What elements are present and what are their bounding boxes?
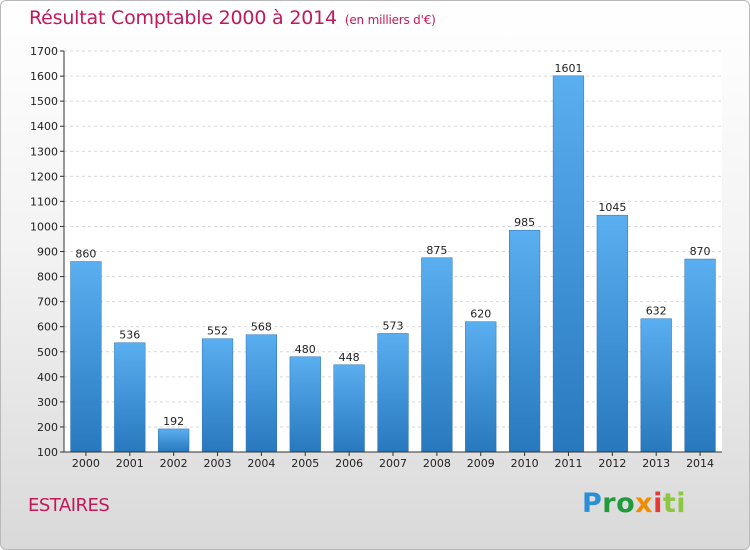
y-axis: 100 200 300 400 500 600 700 800 900 1000 1100 1200 1… (30, 45, 64, 459)
bar (114, 342, 146, 453)
bar (640, 318, 672, 453)
data-label: 192 (163, 415, 184, 428)
data-label: 620 (470, 308, 491, 321)
y-tick-label: 200 (37, 421, 58, 434)
bar (596, 214, 628, 453)
chart-title: Résultat Comptable 2000 à 2014 (en millie… (29, 7, 436, 29)
bar (552, 75, 585, 453)
y-tick-label: 300 (37, 396, 58, 409)
bar (377, 333, 409, 453)
y-tick-label: 1200 (30, 170, 58, 183)
data-label: 552 (207, 325, 228, 338)
x-tick-label: 2008 (423, 457, 451, 470)
x-tick-label: 2003 (204, 457, 232, 470)
x-tick-label: 2014 (686, 457, 714, 470)
bar (684, 258, 716, 453)
bar (201, 338, 234, 453)
x-tick-label: 2006 (335, 457, 363, 470)
x-tick-label: 2002 (160, 457, 188, 470)
data-label: 875 (426, 244, 447, 257)
data-label: 536 (119, 329, 140, 342)
y-tick-label: 1000 (30, 220, 58, 233)
bar (333, 364, 365, 453)
data-label: 632 (646, 305, 667, 318)
logo-part: i (653, 488, 663, 519)
logo-part: ro (602, 488, 636, 519)
y-tick-label: 700 (37, 296, 58, 309)
data-label: 573 (383, 319, 404, 332)
data-label: 870 (690, 245, 711, 258)
y-tick-label: 1700 (30, 45, 58, 58)
y-tick-label: 1300 (30, 145, 58, 158)
y-tick-label: 1600 (30, 70, 58, 83)
data-label: 1601 (554, 62, 582, 75)
proxiti-logo: Proxiti (582, 488, 686, 519)
x-tick-label: 2009 (467, 457, 495, 470)
data-label: 480 (295, 343, 316, 356)
data-label: 985 (514, 216, 535, 229)
y-tick-label: 100 (37, 446, 58, 459)
bar (70, 261, 102, 453)
x-tick-label: 2001 (116, 457, 144, 470)
y-tick-label: 500 (37, 346, 58, 359)
x-tick-label: 2007 (379, 457, 407, 470)
logo-part: ti (662, 488, 687, 519)
y-tick-label: 1100 (30, 195, 58, 208)
bar (508, 229, 541, 453)
chart-title-text: Résultat Comptable 2000 à 2014 (29, 7, 337, 29)
bar (245, 334, 278, 453)
location-label: ESTAIRES (28, 495, 110, 516)
bar (158, 428, 190, 453)
x-tick-label: 2004 (247, 457, 275, 470)
data-label: 1045 (598, 201, 626, 214)
y-tick-label: 600 (37, 321, 58, 334)
y-tick-label: 1500 (30, 95, 58, 108)
bars: 860 536 192 552 568 480 448 573 875 620 985 1601 104… (70, 62, 716, 453)
x-tick-label: 2012 (598, 457, 626, 470)
data-label: 568 (251, 321, 272, 334)
x-tick-label: 2011 (554, 457, 582, 470)
y-tick-label: 900 (37, 246, 58, 259)
x-axis: 2000 2001 2002 2003 2004 2005 2006 2007 2008 2009… (72, 452, 714, 470)
bar (465, 321, 497, 453)
y-tick-label: 400 (37, 371, 58, 384)
data-label: 448 (339, 351, 360, 364)
x-tick-label: 2010 (511, 457, 539, 470)
bar (421, 257, 453, 453)
data-label: 860 (75, 248, 96, 261)
bar (289, 356, 321, 453)
x-tick-label: 2000 (72, 457, 100, 470)
logo-part: x (635, 488, 654, 519)
y-tick-label: 1400 (30, 120, 58, 133)
chart-subtitle: (en milliers d'€) (344, 13, 436, 27)
x-tick-label: 2013 (642, 457, 670, 470)
x-tick-label: 2005 (291, 457, 319, 470)
logo-part: P (582, 488, 603, 519)
y-tick-label: 800 (37, 271, 58, 284)
